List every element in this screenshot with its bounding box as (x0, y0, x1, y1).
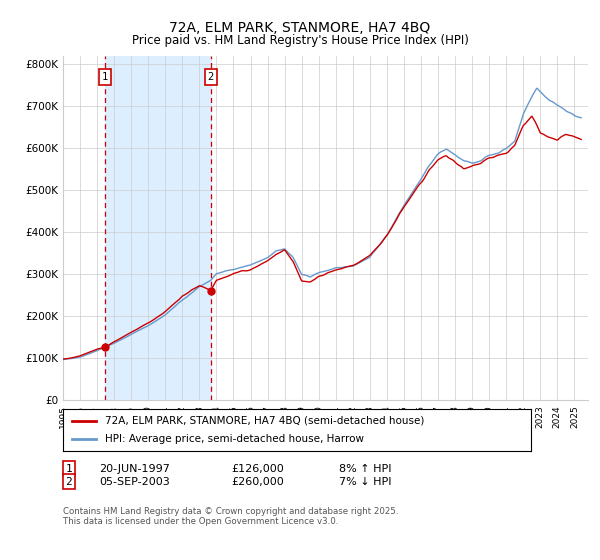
Text: 72A, ELM PARK, STANMORE, HA7 4BQ (semi-detached house): 72A, ELM PARK, STANMORE, HA7 4BQ (semi-d… (105, 416, 424, 426)
Text: £126,000: £126,000 (231, 464, 284, 474)
Text: 2: 2 (65, 477, 73, 487)
Text: HPI: Average price, semi-detached house, Harrow: HPI: Average price, semi-detached house,… (105, 434, 364, 444)
Text: 05-SEP-2003: 05-SEP-2003 (99, 477, 170, 487)
Text: 1: 1 (102, 72, 108, 82)
Bar (105, 56, 211, 400)
Text: Price paid vs. HM Land Registry's House Price Index (HPI): Price paid vs. HM Land Registry's House … (131, 34, 469, 46)
Text: 1: 1 (65, 464, 73, 474)
Text: 7% ↓ HPI: 7% ↓ HPI (339, 477, 391, 487)
Text: 72A, ELM PARK, STANMORE, HA7 4BQ: 72A, ELM PARK, STANMORE, HA7 4BQ (169, 21, 431, 35)
Text: 8% ↑ HPI: 8% ↑ HPI (339, 464, 391, 474)
Text: Contains HM Land Registry data © Crown copyright and database right 2025.
This d: Contains HM Land Registry data © Crown c… (63, 507, 398, 526)
Text: 2: 2 (208, 72, 214, 82)
Text: £260,000: £260,000 (231, 477, 284, 487)
Text: 20-JUN-1997: 20-JUN-1997 (99, 464, 170, 474)
